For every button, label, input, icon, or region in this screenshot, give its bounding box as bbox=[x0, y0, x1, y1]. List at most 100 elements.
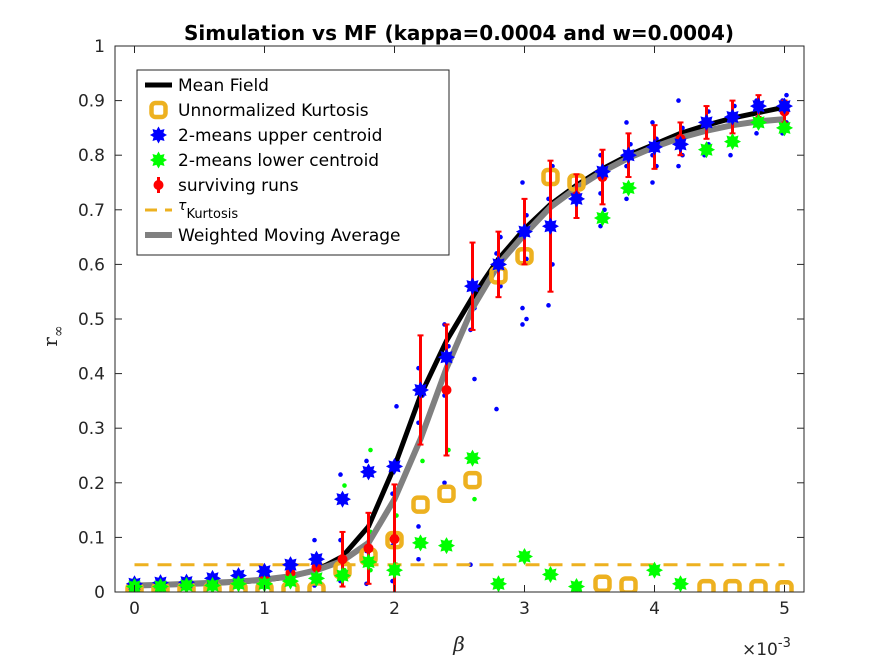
lower-centroid-marker bbox=[203, 576, 222, 592]
run-dot bbox=[472, 496, 477, 502]
y-tick-label: 0.4 bbox=[78, 365, 105, 385]
surviving-runs-marker bbox=[389, 534, 400, 545]
plot-area bbox=[125, 92, 794, 592]
lower-centroid-marker bbox=[385, 561, 404, 579]
run-dot bbox=[624, 120, 629, 125]
y-axis-label-sub: ∞ bbox=[51, 325, 67, 337]
legend-entry-label: 2-means lower centroid bbox=[178, 151, 379, 171]
legend-entry-label: Unnormalized Kurtosis bbox=[178, 101, 369, 121]
upper-centroid-marker bbox=[619, 146, 638, 164]
upper-centroid-marker bbox=[723, 108, 742, 126]
chart-title: Simulation vs MF (kappa=0.0004 and w=0.0… bbox=[184, 21, 734, 45]
y-axis-label: r∞ bbox=[38, 325, 67, 346]
svg-text:×10-3: ×10-3 bbox=[742, 636, 791, 660]
run-dot bbox=[520, 305, 525, 311]
upper-centroid-marker bbox=[775, 97, 794, 115]
lower-centroid-marker bbox=[307, 569, 326, 587]
upper-centroid-marker bbox=[255, 562, 274, 580]
lower-centroid-marker bbox=[281, 572, 300, 590]
run-dot bbox=[754, 131, 759, 136]
y-tick-label: 0.5 bbox=[78, 310, 105, 330]
run-dot bbox=[364, 458, 369, 464]
x-exponent: ×10-3 bbox=[742, 636, 791, 660]
lower-centroid-marker bbox=[515, 547, 534, 566]
lower-centroid-marker bbox=[671, 575, 690, 592]
upper-centroid-marker bbox=[515, 223, 534, 241]
x-tick-label: 0 bbox=[129, 599, 140, 619]
run-dot bbox=[546, 303, 551, 308]
lower-centroid-marker bbox=[749, 113, 768, 131]
lower-centroid-marker bbox=[333, 567, 352, 585]
upper-centroid-marker bbox=[307, 550, 326, 568]
x-axis-label: β bbox=[452, 632, 465, 656]
lower-centroid-marker bbox=[645, 561, 664, 579]
y-tick-label: 0.1 bbox=[78, 528, 105, 548]
upper-centroid-marker bbox=[281, 556, 300, 574]
run-dot bbox=[312, 537, 317, 543]
legend-ring-swatch bbox=[149, 100, 168, 120]
y-tick-label: 0.2 bbox=[78, 474, 105, 494]
run-dot bbox=[650, 180, 655, 185]
lower-centroid-marker bbox=[593, 209, 612, 227]
lower-centroid-marker bbox=[567, 577, 586, 592]
legend-star-swatch bbox=[149, 126, 168, 144]
run-dot bbox=[728, 152, 733, 158]
run-dot bbox=[394, 404, 399, 409]
y-tick-label: 0.7 bbox=[78, 201, 105, 221]
run-dot bbox=[416, 524, 421, 529]
lower-centroid-marker bbox=[619, 179, 638, 197]
upper-centroid-marker bbox=[593, 163, 612, 181]
upper-centroid-marker bbox=[385, 457, 404, 475]
lower-centroid-marker bbox=[411, 534, 430, 552]
kurtosis-marker bbox=[723, 578, 742, 592]
lower-centroid-marker bbox=[463, 449, 482, 467]
x-exponent-power: -3 bbox=[778, 636, 791, 651]
y-tick-label: 0.6 bbox=[78, 255, 105, 275]
run-dot bbox=[472, 376, 477, 382]
x-tick-label: 4 bbox=[649, 599, 660, 619]
lower-centroid-marker bbox=[541, 565, 560, 584]
lower-centroid-marker bbox=[697, 141, 716, 159]
legend-label-sub: Kurtosis bbox=[186, 207, 238, 222]
legend-star-swatch bbox=[149, 151, 168, 169]
kurtosis-marker bbox=[411, 495, 430, 514]
legend: Mean Field Unnormalized Kurtosis 2-means u… bbox=[136, 69, 450, 256]
lower-centroid-marker bbox=[177, 576, 196, 592]
kurtosis-marker bbox=[775, 580, 794, 592]
run-dot bbox=[524, 316, 529, 322]
axes: 0 1 2 3 4 5 0 0.1 0.2 0.3 0.4 0.5 0.6 0.7 0.8 0.9 1 bbox=[78, 37, 805, 619]
x-tick-label: 2 bbox=[389, 599, 400, 619]
surviving-runs-marker bbox=[441, 384, 452, 395]
y-tick-label: 0.8 bbox=[78, 146, 105, 166]
lower-centroid-marker bbox=[723, 133, 742, 151]
y-tick-label: 0.9 bbox=[78, 92, 105, 112]
upper-centroid-marker bbox=[489, 255, 508, 273]
lower-centroid-marker bbox=[229, 575, 248, 592]
upper-centroid-marker bbox=[359, 463, 378, 481]
y-axis-label-main: r bbox=[38, 337, 62, 347]
x-tick-label: 3 bbox=[519, 599, 530, 619]
legend-entry-label: Weighted Moving Average bbox=[178, 226, 401, 246]
kurtosis-marker bbox=[437, 484, 456, 503]
legend-entry-label: 2-means upper centroid bbox=[178, 126, 382, 146]
run-dot bbox=[650, 120, 655, 125]
svg-text:r∞: r∞ bbox=[38, 325, 67, 346]
legend-box bbox=[136, 69, 450, 256]
surviving-runs-marker bbox=[337, 554, 348, 565]
run-dot bbox=[342, 483, 347, 488]
legend-entry-label: τKurtosis bbox=[178, 198, 238, 222]
legend-entry-label: surviving runs bbox=[178, 176, 299, 196]
lower-centroid-marker bbox=[255, 575, 274, 592]
kurtosis-marker bbox=[593, 574, 612, 592]
run-dot bbox=[602, 207, 607, 213]
legend-label-main: τ bbox=[178, 198, 187, 214]
run-dot bbox=[416, 556, 421, 562]
legend-errorbar-dot bbox=[153, 180, 164, 190]
run-dot bbox=[442, 480, 447, 486]
upper-centroid-marker bbox=[671, 135, 690, 153]
upper-centroid-marker bbox=[645, 138, 664, 156]
lower-centroid-marker bbox=[359, 553, 378, 571]
kurtosis-marker bbox=[749, 578, 768, 592]
x-tick-label: 5 bbox=[779, 599, 790, 619]
